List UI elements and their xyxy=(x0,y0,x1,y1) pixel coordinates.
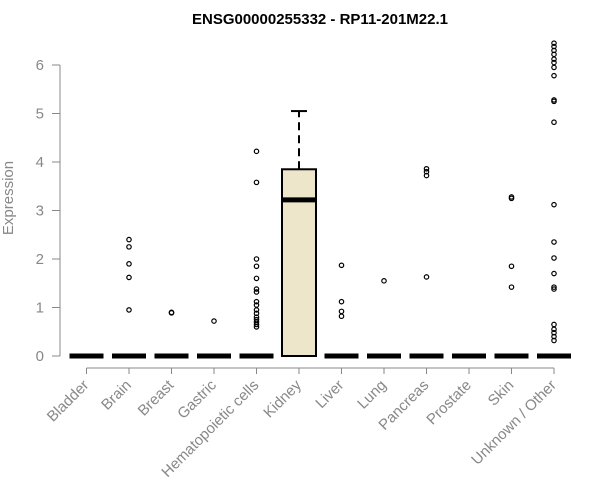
outlier-point xyxy=(338,298,345,305)
box-iqr xyxy=(281,168,317,357)
box-group xyxy=(197,318,231,359)
outlier-point xyxy=(253,310,260,317)
box-group xyxy=(409,165,444,359)
outlier-point xyxy=(423,165,430,172)
x-category-label: Skin xyxy=(485,377,518,410)
outlier-point xyxy=(253,289,260,295)
outlier-point xyxy=(253,256,260,262)
box-group xyxy=(537,40,571,359)
y-tick-label: 0 xyxy=(36,348,44,365)
outlier-point xyxy=(551,255,557,261)
outlier-point xyxy=(338,313,345,320)
y-axis: 0 1 2 3 4 5 6 xyxy=(36,57,61,365)
outlier-point xyxy=(168,309,175,316)
outlier-point xyxy=(551,201,557,208)
outlier-point xyxy=(551,64,557,71)
x-category-label: Brain xyxy=(98,377,135,414)
outlier-point xyxy=(338,262,345,269)
outlier-point xyxy=(551,270,557,277)
outlier-point xyxy=(551,321,557,328)
outlier-point xyxy=(253,286,260,292)
plot-area xyxy=(69,40,571,359)
outlier-point xyxy=(253,148,260,155)
outlier-point xyxy=(253,298,260,305)
outlier-point xyxy=(338,308,345,315)
y-tick-label: 4 xyxy=(36,154,44,171)
box-group xyxy=(154,309,189,359)
box-group xyxy=(112,236,146,359)
y-tick-label: 5 xyxy=(36,106,44,123)
x-category-label: Kidney xyxy=(260,376,305,421)
outlier-point xyxy=(551,59,557,66)
outlier-point xyxy=(126,236,132,243)
y-axis-label: Expression xyxy=(0,161,17,235)
outlier-point xyxy=(551,72,557,79)
box-group xyxy=(367,278,401,359)
outlier-point xyxy=(253,179,260,186)
y-tick-label: 2 xyxy=(36,251,44,268)
outlier-point xyxy=(423,168,430,175)
box-group xyxy=(239,148,274,359)
outlier-point xyxy=(508,284,515,290)
x-category-label: Lung xyxy=(354,377,390,413)
outlier-point xyxy=(423,274,430,280)
outlier-point xyxy=(551,97,557,103)
outlier-point xyxy=(551,43,557,50)
x-category-label: Prostate xyxy=(423,377,475,429)
outlier-point xyxy=(126,244,132,250)
outlier-point xyxy=(253,316,260,323)
outlier-point xyxy=(253,275,260,282)
outlier-point xyxy=(253,263,260,270)
x-category-label: Breast xyxy=(135,376,178,419)
x-category-label: Bladder xyxy=(44,377,93,426)
outlier-point xyxy=(551,329,557,336)
outlier-point xyxy=(253,302,260,308)
outlier-point xyxy=(551,286,557,292)
outlier-point xyxy=(551,119,557,126)
y-tick-label: 6 xyxy=(36,57,44,74)
outlier-point xyxy=(551,40,557,46)
outlier-point xyxy=(126,274,132,281)
outlier-point xyxy=(381,278,387,284)
outlier-point xyxy=(126,307,132,313)
outlier-point xyxy=(508,263,515,270)
y-tick-label: 3 xyxy=(36,203,44,220)
box-group xyxy=(324,262,359,359)
outlier-point xyxy=(211,318,217,324)
x-category-label: Liver xyxy=(312,377,347,412)
outlier-point xyxy=(508,194,515,200)
chart-title: ENSG00000255332 - RP11-201M22.1 xyxy=(192,11,448,28)
outlier-point xyxy=(126,261,132,267)
outlier-point xyxy=(551,239,557,245)
outlier-point xyxy=(551,284,557,290)
y-tick-label: 1 xyxy=(36,300,44,317)
box-group xyxy=(494,194,529,359)
box-group xyxy=(281,110,317,357)
